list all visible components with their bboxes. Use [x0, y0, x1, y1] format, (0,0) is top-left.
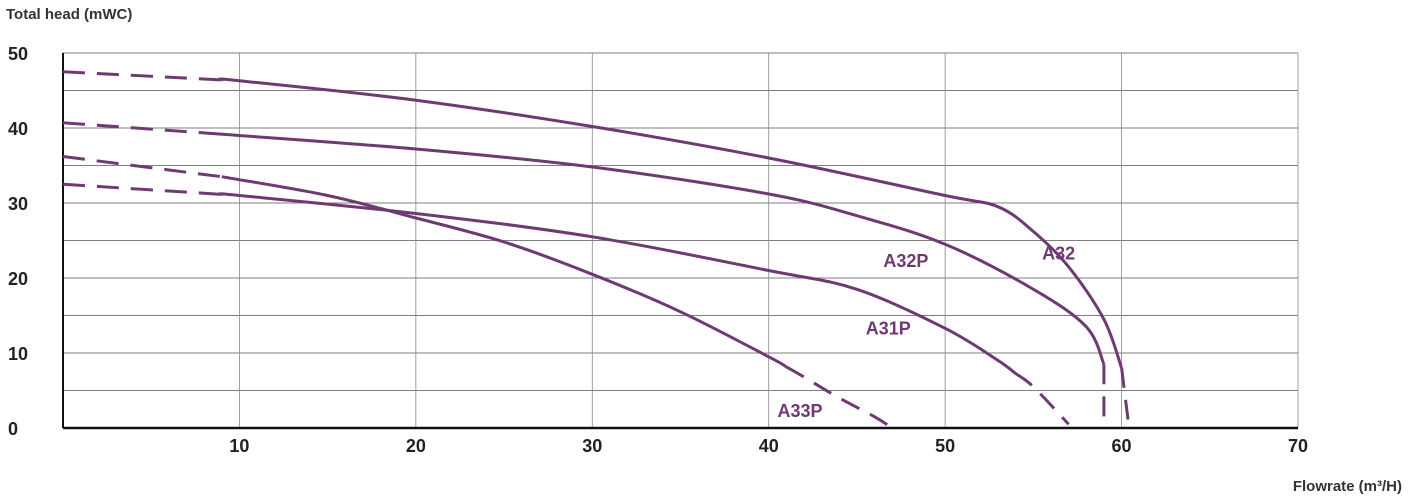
y-tick-label: 40 — [8, 119, 28, 139]
curves — [62, 70, 1131, 430]
curve-a32 — [218, 77, 1124, 369]
curve-a32p — [218, 132, 1106, 365]
curve-a32p-dashed-start — [62, 121, 222, 136]
curve-labels: A32 A32P A31P A33P — [778, 243, 1076, 421]
x-tick-label: 60 — [1112, 436, 1132, 456]
curve-a33p — [221, 175, 788, 369]
y-tick-label: 50 — [8, 44, 28, 64]
curve-a31p-dashed-start — [62, 182, 222, 196]
curve-a33p-dashed-start — [62, 155, 222, 179]
axes — [62, 53, 1298, 430]
x-tick-label: 40 — [759, 436, 779, 456]
x-tick-label: 20 — [406, 436, 426, 456]
curve-label-a33p: A33P — [778, 401, 823, 421]
curve-a33p-dashed-end — [785, 365, 894, 430]
y-tick-labels: 0 10 20 30 40 50 — [8, 44, 28, 439]
x-tick-label: 10 — [229, 436, 249, 456]
curve-a32-dashed-end — [1120, 367, 1131, 425]
curve-a31p — [218, 192, 1017, 375]
curve-label-a32p: A32P — [883, 251, 928, 271]
curve-label-a31p: A31P — [866, 318, 911, 338]
curve-a31p-dashed-end — [1014, 372, 1070, 426]
x-tick-label: 30 — [582, 436, 602, 456]
x-tick-label: 50 — [935, 436, 955, 456]
y-tick-label: 30 — [8, 194, 28, 214]
x-tick-labels: 10 20 30 40 50 60 70 — [229, 436, 1308, 456]
grid — [63, 52, 1299, 428]
y-tick-label: 20 — [8, 269, 28, 289]
x-axis-label: Flowrate (m³/H) — [1292, 478, 1402, 495]
curve-label-a32: A32 — [1042, 243, 1075, 263]
curve-a32-dashed-start — [62, 70, 222, 82]
x-tick-label: 70 — [1288, 436, 1308, 456]
y-tick-label: 10 — [8, 344, 28, 364]
y-axis-label: Total head (mWC) — [6, 6, 133, 23]
y-tick-label: 0 — [8, 419, 18, 439]
